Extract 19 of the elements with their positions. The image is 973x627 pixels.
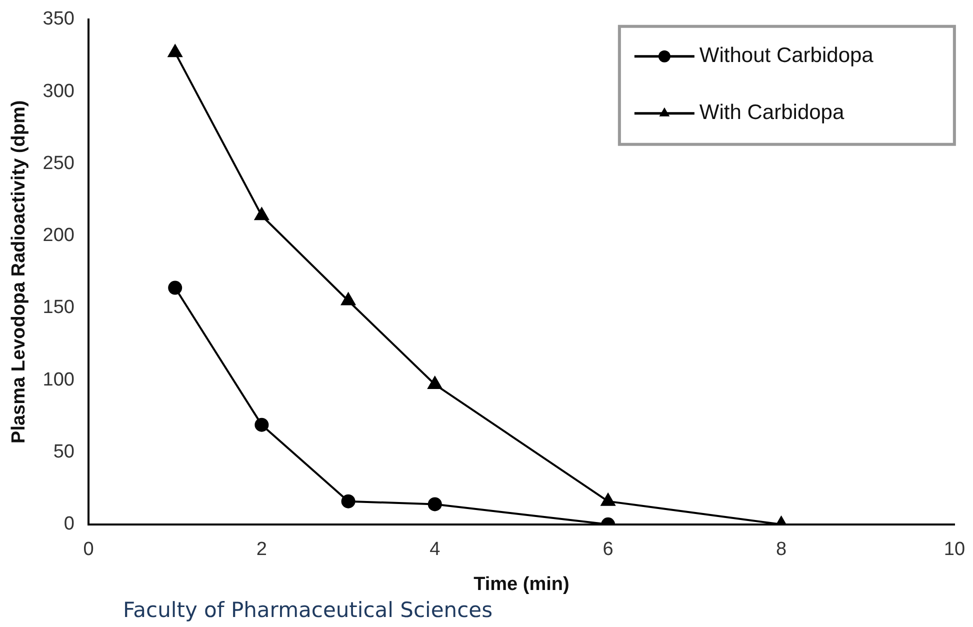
y-tick-label: 300 (42, 80, 74, 102)
y-tick-label: 200 (42, 225, 74, 246)
y-axis-title: Plasma Levodopa Radioactivity (dpm) (8, 100, 30, 444)
text: Faculty of Pharmaceutical Sciences (123, 598, 493, 622)
y-tick-label: 0 (64, 514, 74, 535)
x-tick-label: 2 (256, 539, 267, 560)
y-tick-label: 50 (53, 441, 74, 462)
x-tick-label: 4 (430, 539, 441, 560)
x-tick-label: 10 (944, 539, 966, 560)
x-tick-label: 0 (83, 539, 94, 560)
y-tick-label: 150 (42, 297, 74, 318)
y-tick-label: 250 (42, 152, 74, 174)
x-tick-label: 8 (776, 539, 787, 560)
legend-label: Without Carbidopa (699, 44, 874, 68)
y-tick-label: 350 (42, 8, 74, 30)
y-tick-label: 100 (42, 369, 74, 390)
x-axis-title: Time (min) (474, 574, 570, 595)
legend-label: With Carbidopa (699, 101, 844, 124)
x-tick-label: 6 (602, 539, 614, 560)
